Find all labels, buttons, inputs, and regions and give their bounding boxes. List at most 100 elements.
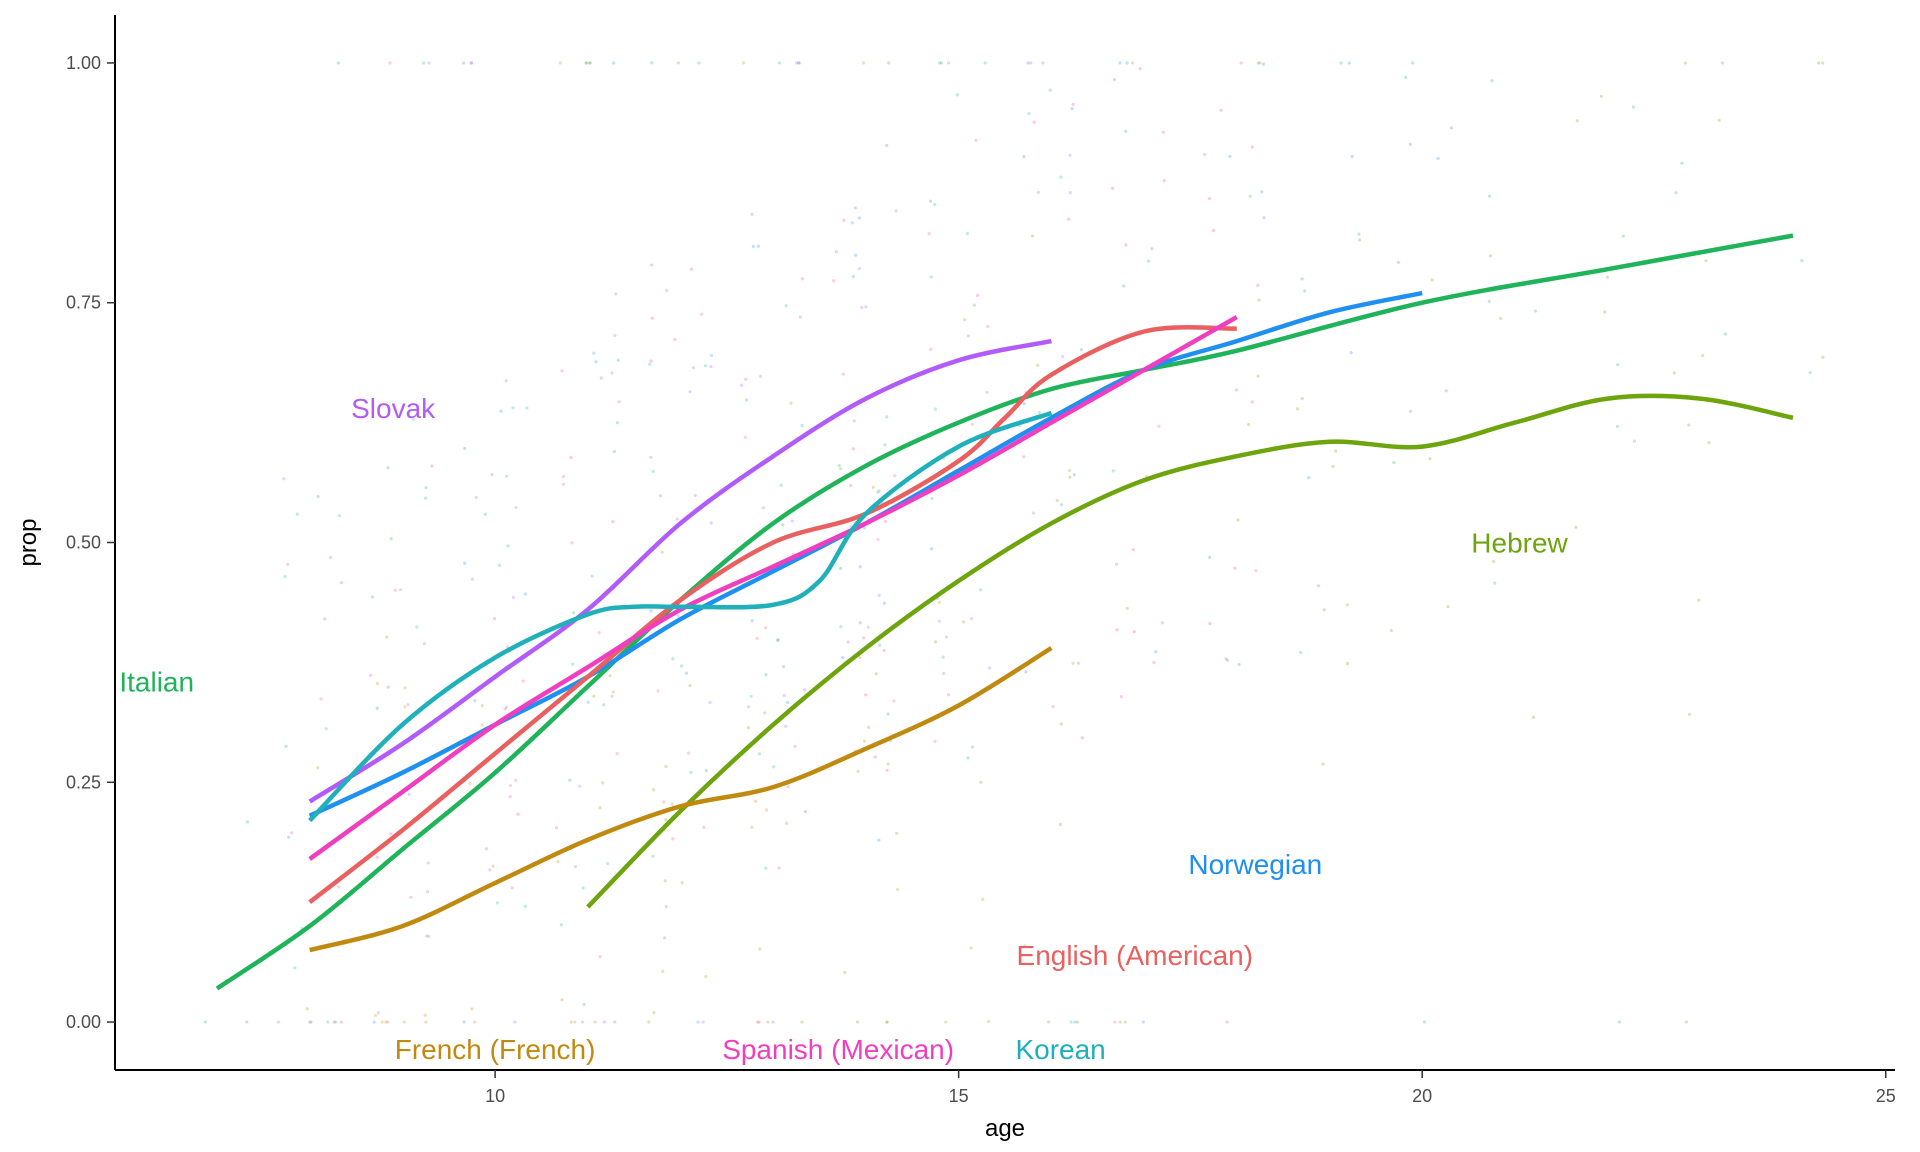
background-point [423,1013,427,1017]
background-point [588,61,592,65]
background-point [1357,232,1361,236]
background-point [1396,260,1400,264]
background-point [495,901,500,905]
background-point [1058,822,1062,827]
background-point [601,781,605,785]
background-point [1055,498,1059,503]
background-point [970,617,974,621]
background-point [384,1020,388,1024]
background-point [750,618,754,623]
background-point [1358,238,1362,242]
background-point [1036,363,1040,367]
background-point [892,699,896,703]
background-point [473,1020,477,1024]
background-point [339,581,344,585]
background-point [866,625,870,629]
background-point [700,312,704,316]
background-point [474,495,478,499]
background-point [521,679,525,683]
background-point [1248,194,1252,198]
background-point [930,496,934,501]
background-point [704,768,708,773]
background-point [407,792,411,796]
background-point [1075,1020,1080,1024]
background-point [688,390,692,394]
background-point [754,799,758,803]
background-point [779,483,783,487]
background-point [969,946,973,950]
series-label-italian: Italian [119,667,194,698]
background-point [1067,217,1071,221]
background-point [1152,660,1156,665]
background-point [1022,455,1026,459]
background-point [782,693,786,697]
background-point [497,563,502,567]
background-point [1207,197,1212,201]
background-point [1071,102,1075,106]
background-point [470,1007,474,1011]
background-point [561,474,566,479]
background-point [1118,1020,1122,1024]
background-point [469,61,474,65]
background-point [671,837,675,841]
background-point [693,493,697,498]
background-point [611,519,615,524]
background-point [689,770,693,774]
background-point [203,1020,207,1024]
background-point [803,809,808,814]
background-point [1256,374,1260,378]
background-point [864,305,868,309]
background-point [1225,1020,1229,1024]
background-point [1030,234,1035,238]
background-point [1687,423,1691,427]
background-point [764,672,768,677]
background-point [709,521,713,525]
background-point [650,263,654,267]
series-label-spanish-mexican: Spanish (Mexican) [722,1034,954,1065]
background-point [462,61,466,65]
background-point [580,1020,585,1024]
x-tick-label: 15 [949,1086,969,1106]
background-point [480,723,484,727]
background-point [1256,61,1260,65]
background-point [1430,278,1434,282]
background-point [1603,310,1607,314]
background-point [1125,606,1129,611]
background-point [661,969,665,973]
background-point [424,486,428,490]
background-point [687,751,691,755]
background-point [832,279,836,283]
background-point [756,244,760,248]
background-point [929,347,933,351]
background-point [946,61,951,65]
background-point [885,768,889,772]
background-point [860,305,864,310]
background-point [293,966,297,970]
background-point [598,806,602,810]
background-point [874,672,878,676]
background-point [877,838,881,842]
background-point [513,1020,517,1024]
background-point [1219,108,1223,112]
x-axis-ticks: 10 15 20 25 [485,1070,1896,1106]
background-point [1262,216,1266,220]
background-point [309,1020,313,1024]
background-point [1316,584,1320,588]
background-point [1114,562,1119,566]
background-point [850,221,854,225]
series-line-italian [215,233,1794,991]
background-point [782,665,786,669]
background-point [785,821,789,825]
background-point [608,674,612,678]
background-point [649,359,653,363]
series-label-norwegian: Norwegian [1188,849,1322,880]
background-point [305,1007,309,1011]
background-point [615,421,620,425]
background-point [463,561,467,565]
background-point [1449,126,1453,130]
background-point [1717,118,1721,122]
background-point [388,61,392,65]
y-axis-ticks: 0.00 0.25 0.50 0.75 1.00 [66,53,115,1032]
background-point [1674,191,1678,195]
background-point [862,636,866,640]
